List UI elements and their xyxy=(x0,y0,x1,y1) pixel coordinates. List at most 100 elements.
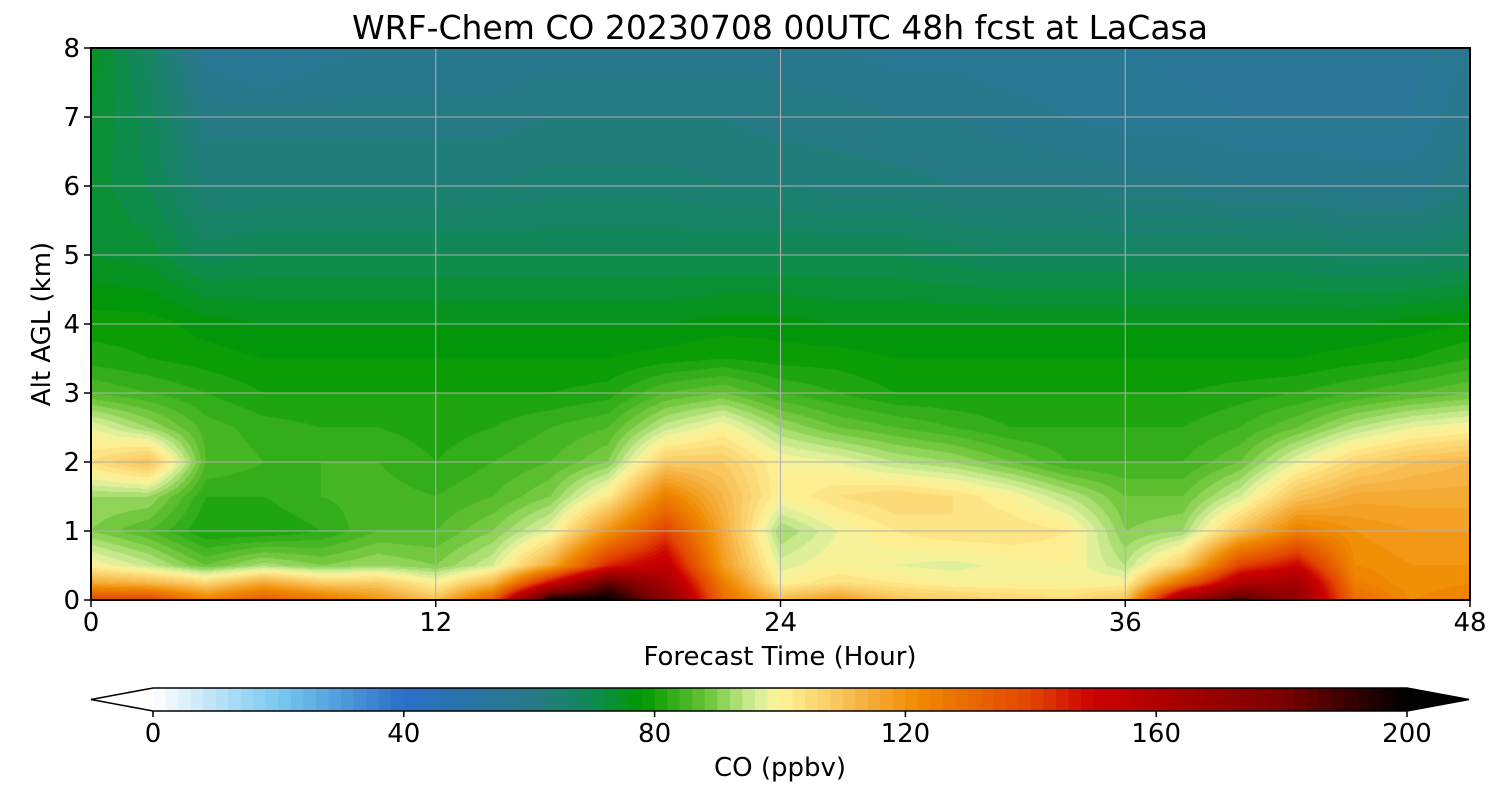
colorbar-level xyxy=(817,688,831,711)
colorbar-level xyxy=(441,688,455,711)
colorbar-level xyxy=(453,688,468,711)
x-tick-label: 12 xyxy=(419,608,452,638)
colorbar-level xyxy=(679,688,693,711)
x-axis: 0 12 24 36 48 xyxy=(83,600,1487,638)
colorbar-level xyxy=(253,688,267,711)
colorbar-level xyxy=(366,688,380,711)
colorbar-level xyxy=(403,688,417,711)
colorbar-extend-min xyxy=(91,688,153,711)
colorbar-level xyxy=(1206,688,1220,711)
colorbar-level xyxy=(717,688,731,711)
colorbar-level xyxy=(591,688,606,711)
colorbar-level xyxy=(1231,688,1245,711)
colorbar-level xyxy=(391,688,405,711)
colorbar-level xyxy=(642,688,656,711)
y-tick-label: 1 xyxy=(63,517,80,547)
colorbar-level xyxy=(178,688,192,711)
colorbar-label: CO (ppbv) xyxy=(714,753,846,783)
y-tick-label: 6 xyxy=(63,172,80,202)
colorbar-level xyxy=(1218,688,1233,711)
colorbar-level xyxy=(692,688,706,711)
colorbar-level xyxy=(704,688,718,711)
colorbar-level xyxy=(754,688,769,711)
colorbar-extend-max xyxy=(1407,688,1469,711)
colorbar-level xyxy=(328,688,342,711)
colorbar-level xyxy=(729,688,743,711)
colorbar-level xyxy=(1344,688,1358,711)
colorbar-level xyxy=(504,688,518,711)
colorbar-level xyxy=(554,688,568,711)
colorbar-level xyxy=(541,688,555,711)
colorbar-level xyxy=(616,688,631,711)
colorbar-level xyxy=(353,688,367,711)
colorbar-level xyxy=(378,688,392,711)
colorbar-level xyxy=(491,688,505,711)
colorbar-level xyxy=(917,688,932,711)
colorbar-level xyxy=(805,688,819,711)
x-tick-label: 36 xyxy=(1109,608,1142,638)
colorbar-level xyxy=(1093,688,1107,711)
colorbar-level xyxy=(1394,688,1408,711)
y-tick-label: 7 xyxy=(63,103,80,133)
colorbar-level xyxy=(742,688,756,711)
colorbar-level xyxy=(1256,688,1270,711)
colorbar-level xyxy=(1281,688,1295,711)
colorbar-level xyxy=(1118,688,1132,711)
y-tick-label: 5 xyxy=(63,241,80,271)
colorbar-level xyxy=(1369,688,1383,711)
x-tick-label: 0 xyxy=(83,608,100,638)
colorbar-level xyxy=(654,688,668,711)
colorbar-level xyxy=(516,688,530,711)
colorbar-level xyxy=(190,688,204,711)
colorbar-level xyxy=(1181,688,1195,711)
colorbar-level xyxy=(1306,688,1320,711)
colorbar-level xyxy=(767,688,781,711)
colorbar-tick-label: 120 xyxy=(881,719,931,749)
colorbar-tick-label: 160 xyxy=(1131,719,1181,749)
colorbar-level xyxy=(993,688,1007,711)
colorbar-level xyxy=(1331,688,1345,711)
colorbar-level xyxy=(780,688,794,711)
colorbar-level xyxy=(930,688,944,711)
colorbar-level xyxy=(290,688,305,711)
colorbar-level xyxy=(1055,688,1070,711)
colorbar-level xyxy=(529,688,543,711)
colorbar-level xyxy=(1269,688,1283,711)
colorbar-level xyxy=(855,688,869,711)
colorbar-level xyxy=(1193,688,1207,711)
colorbar xyxy=(90,687,1470,712)
colorbar-level xyxy=(566,688,580,711)
colorbar-tick-label: 200 xyxy=(1382,719,1432,749)
colorbar-level xyxy=(943,688,957,711)
colorbar-level xyxy=(1356,688,1370,711)
colorbar-level xyxy=(265,688,279,711)
colorbar-level xyxy=(980,688,994,711)
colorbar-level xyxy=(153,688,167,711)
colorbar-level xyxy=(830,688,844,711)
colorbar-tick-label: 0 xyxy=(145,719,162,749)
colorbar-level xyxy=(1294,688,1308,711)
colorbar-level xyxy=(629,688,643,711)
colorbar-level xyxy=(316,688,330,711)
colorbar-level xyxy=(479,688,493,711)
colorbar-level xyxy=(955,688,969,711)
x-tick-label: 24 xyxy=(764,608,797,638)
grid-lines xyxy=(91,48,1470,600)
colorbar-level xyxy=(842,688,856,711)
colorbar-level xyxy=(1005,688,1019,711)
colorbar-level xyxy=(466,688,480,711)
y-axis-label: Alt AGL (km) xyxy=(27,242,57,406)
y-tick-label: 0 xyxy=(63,586,80,616)
colorbar-tick-label: 80 xyxy=(638,719,671,749)
y-axis: 0 1 2 3 4 5 6 7 8 xyxy=(63,34,91,616)
colorbar-level xyxy=(1106,688,1120,711)
y-tick-label: 4 xyxy=(63,310,80,340)
colorbar-level xyxy=(579,688,593,711)
colorbar-level xyxy=(165,688,179,711)
colorbar-level xyxy=(1168,688,1182,711)
colorbar-ticks: 0 40 80 120 160 200 xyxy=(145,711,1432,749)
colorbar-level xyxy=(215,688,229,711)
colorbar-level xyxy=(604,688,618,711)
colorbar-level xyxy=(1043,688,1057,711)
colorbar-level xyxy=(892,688,906,711)
